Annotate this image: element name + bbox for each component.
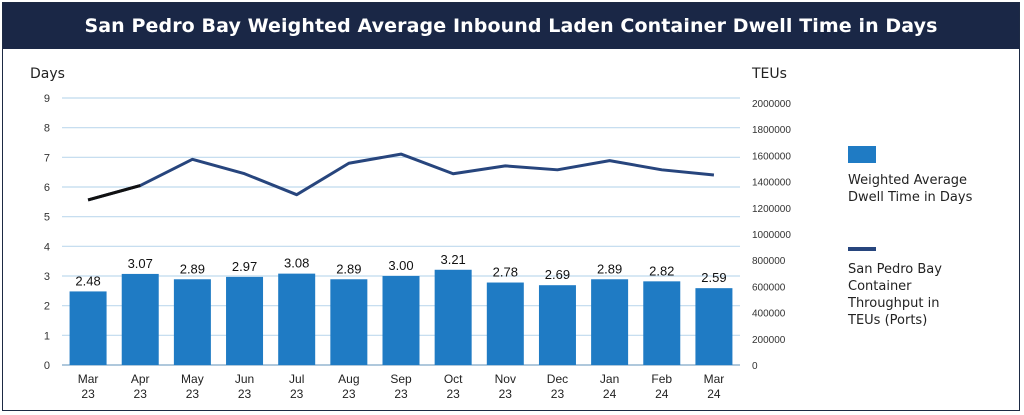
x-tick-label-year: 23 xyxy=(551,387,565,401)
bar xyxy=(695,288,733,365)
bar xyxy=(591,279,629,365)
throughput-line xyxy=(87,152,715,202)
right-tick-label: 2000000 xyxy=(752,99,791,110)
bar xyxy=(330,279,368,365)
x-tick-label-year: 23 xyxy=(342,387,356,401)
x-tick-label-month: Aug xyxy=(338,372,359,386)
bar xyxy=(643,281,681,365)
x-tick-label-year: 23 xyxy=(238,387,252,401)
bar-value-label: 2.89 xyxy=(597,261,622,276)
chart-title: San Pedro Bay Weighted Average Inbound L… xyxy=(3,3,1019,49)
legend-line-swatch xyxy=(848,247,876,251)
bar-value-label: 2.82 xyxy=(649,263,674,278)
x-tick-label-month: Nov xyxy=(495,372,516,386)
x-tick-label-year: 23 xyxy=(499,387,513,401)
left-tick-label: 1 xyxy=(44,330,50,342)
right-axis-title: TEUs xyxy=(751,66,787,82)
right-tick-label: 0 xyxy=(752,361,758,372)
left-tick-label: 3 xyxy=(44,271,50,283)
legend-label-throughput: Throughput in xyxy=(847,296,940,311)
bar xyxy=(382,276,420,365)
bar xyxy=(226,276,264,365)
right-tick-label: 1800000 xyxy=(752,125,791,136)
legend-label-throughput: Container xyxy=(848,279,912,294)
bar-value-label: 2.69 xyxy=(545,267,570,282)
x-tick-label-year: 23 xyxy=(186,387,200,401)
left-axis-title: Days xyxy=(30,66,65,82)
x-tick-label-year: 23 xyxy=(134,387,148,401)
bar-value-label: 2.48 xyxy=(75,273,100,288)
right-tick-label: 1200000 xyxy=(752,204,791,215)
left-tick-label: 5 xyxy=(44,212,50,224)
x-tick-label-month: Jul xyxy=(289,372,304,386)
bar-value-label: 3.21 xyxy=(440,252,465,267)
bar-value-label: 3.07 xyxy=(128,256,153,271)
left-tick-label: 6 xyxy=(44,182,50,194)
legend-label-dwell: Dwell Time in Days xyxy=(848,190,973,205)
x-tick-label-year: 23 xyxy=(394,387,408,401)
bar xyxy=(538,285,576,365)
bar-value-label: 3.00 xyxy=(388,258,413,273)
left-tick-label: 4 xyxy=(44,241,50,253)
x-tick-label-month: Oct xyxy=(444,372,463,386)
x-tick-label-year: 24 xyxy=(655,387,669,401)
legend-bar-swatch xyxy=(848,146,876,163)
bar-value-label: 2.89 xyxy=(180,261,205,276)
x-tick-label-month: Jun xyxy=(235,372,254,386)
x-tick-label-year: 24 xyxy=(707,387,721,401)
bar xyxy=(278,273,316,365)
bar-value-label: 3.08 xyxy=(284,256,309,271)
right-tick-label: 600000 xyxy=(752,282,786,293)
left-tick-label: 7 xyxy=(44,152,50,164)
x-tick-label-month: Jan xyxy=(600,372,619,386)
bar xyxy=(173,279,211,365)
x-tick-label-month: Mar xyxy=(704,372,725,386)
right-tick-label: 1400000 xyxy=(752,178,791,189)
x-tick-label-year: 23 xyxy=(446,387,460,401)
bar-value-label: 2.59 xyxy=(701,270,726,285)
bar-value-label: 2.78 xyxy=(493,265,518,280)
legend-label-throughput: TEUs (Ports) xyxy=(847,313,927,328)
x-tick-label-month: Dec xyxy=(547,372,568,386)
x-tick-label-month: Sep xyxy=(390,372,412,386)
x-tick-label-month: Mar xyxy=(78,372,99,386)
right-tick-label: 400000 xyxy=(752,309,786,320)
left-tick-label: 9 xyxy=(44,93,50,105)
legend-label-dwell: Weighted Average xyxy=(848,173,967,188)
left-tick-label: 8 xyxy=(44,123,50,135)
right-tick-label: 200000 xyxy=(752,335,786,346)
bar xyxy=(434,269,472,365)
bar-value-label: 2.89 xyxy=(336,261,361,276)
bar xyxy=(486,282,524,365)
bar xyxy=(121,273,159,365)
x-tick-label-month: Apr xyxy=(131,372,150,386)
left-tick-label: 2 xyxy=(44,301,50,313)
left-tick-label: 0 xyxy=(44,360,50,372)
bar xyxy=(69,291,107,365)
legend-label-throughput: San Pedro Bay xyxy=(848,262,942,277)
right-tick-label: 1000000 xyxy=(752,230,791,241)
x-tick-label-year: 23 xyxy=(81,387,95,401)
throughput-line-segment xyxy=(87,184,141,202)
x-tick-label-year: 23 xyxy=(290,387,304,401)
bar-value-label: 2.97 xyxy=(232,259,257,274)
right-tick-label: 800000 xyxy=(752,256,786,267)
right-tick-label: 1600000 xyxy=(752,151,791,162)
x-tick-label-month: Feb xyxy=(651,372,672,386)
x-tick-label-month: May xyxy=(181,372,204,386)
x-tick-label-year: 24 xyxy=(603,387,617,401)
